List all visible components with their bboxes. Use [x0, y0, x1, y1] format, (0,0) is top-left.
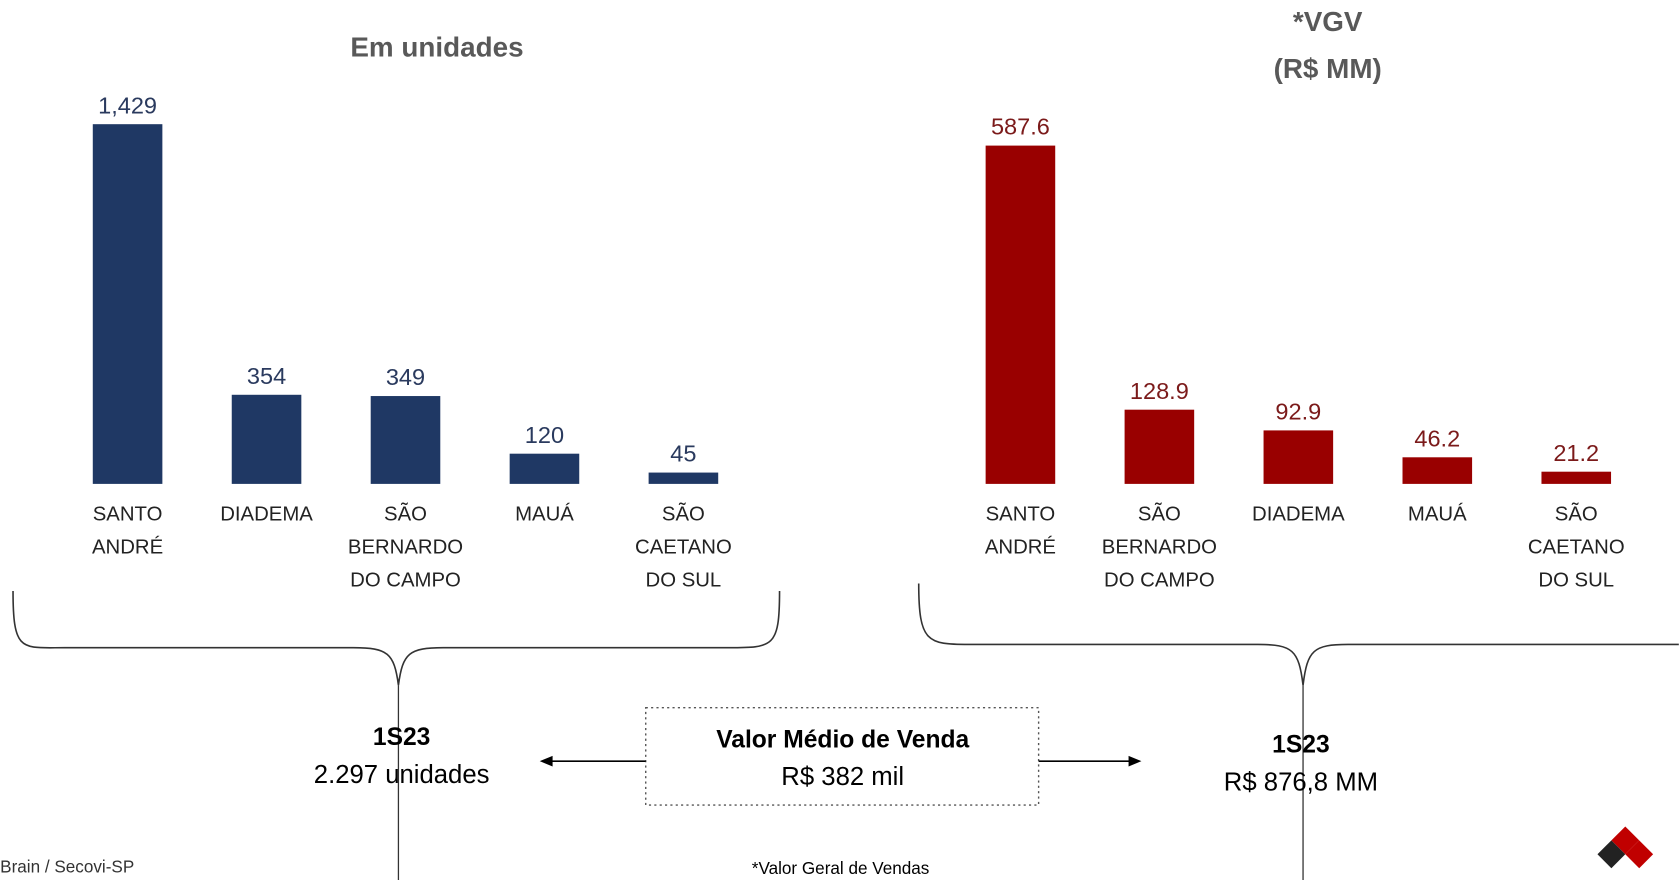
chart-title: *VGV: [1293, 6, 1363, 37]
x-tick-label: SÃO: [1138, 501, 1181, 525]
x-tick-label: DO CAMPO: [350, 570, 461, 592]
x-tick-label: DIADEMA: [1252, 503, 1345, 525]
x-tick-label: DO SUL: [646, 570, 722, 592]
arrow-head: [1128, 755, 1142, 767]
summary-text: R$ 876,8 MM: [1224, 768, 1378, 796]
logo-shape: [1625, 840, 1654, 869]
info-box: [645, 706, 1040, 806]
value-label: 349: [386, 364, 425, 390]
x-tick-label: SANTO: [986, 503, 1056, 525]
value-label: 128.9: [1130, 378, 1189, 404]
value-label: 21.2: [1553, 440, 1599, 466]
bar: [1402, 457, 1473, 484]
period: 1S23: [373, 724, 430, 751]
x-tick-label: SÃO: [1555, 501, 1598, 525]
source: Brain / Secovi-SP: [0, 858, 134, 877]
x-tick-label: SÃO: [662, 501, 705, 525]
period: 1S23: [1272, 732, 1329, 759]
x-tick-label: MAUÁ: [1408, 502, 1467, 525]
x-tick-label: DO SUL: [1538, 570, 1614, 592]
x-tick-label: BERNARDO: [348, 537, 463, 559]
x-tick-label: SANTO: [93, 503, 163, 525]
box-title: Valor Médio de Venda: [716, 726, 969, 753]
bar: [648, 472, 719, 484]
x-tick-label: DO CAMPO: [1104, 570, 1215, 592]
x-tick-label: CAETANO: [1528, 537, 1625, 559]
x-tick-label: CAETANO: [635, 537, 732, 559]
x-tick-label: SÃO: [384, 501, 427, 525]
value-label: 45: [670, 441, 696, 467]
bar: [1124, 409, 1195, 484]
summary-text: 2.297 unidades: [314, 761, 490, 789]
bar: [370, 396, 441, 484]
brace: [12, 590, 781, 686]
bar: [509, 453, 580, 484]
chart-title: Em unidades: [350, 32, 523, 63]
chart-subtitle: (R$ MM): [1274, 53, 1382, 84]
value-label: 120: [525, 422, 564, 448]
x-tick-label: ANDRÉ: [985, 536, 1056, 559]
value-label: 354: [247, 363, 286, 389]
logo-shape: [1597, 840, 1626, 869]
x-tick-label: ANDRÉ: [92, 536, 163, 559]
value-label: 587.6: [991, 114, 1050, 140]
bar: [1263, 430, 1334, 484]
value-label: 92.9: [1275, 398, 1321, 424]
value-label: 46.2: [1414, 425, 1460, 451]
logo: [1597, 826, 1654, 869]
box-text: R$ 382 mil: [781, 763, 904, 791]
bar: [231, 394, 302, 484]
arrow-head: [539, 755, 553, 767]
x-tick-label: BERNARDO: [1102, 537, 1217, 559]
x-tick-label: MAUÁ: [515, 502, 574, 525]
footnote: *Valor Geral de Vendas: [752, 859, 930, 878]
x-tick-label: DIADEMA: [220, 503, 313, 525]
bar: [1541, 471, 1612, 484]
value-label: 1,429: [98, 92, 157, 118]
bar: [985, 145, 1056, 484]
brace: [917, 583, 1679, 686]
bar: [92, 124, 163, 484]
